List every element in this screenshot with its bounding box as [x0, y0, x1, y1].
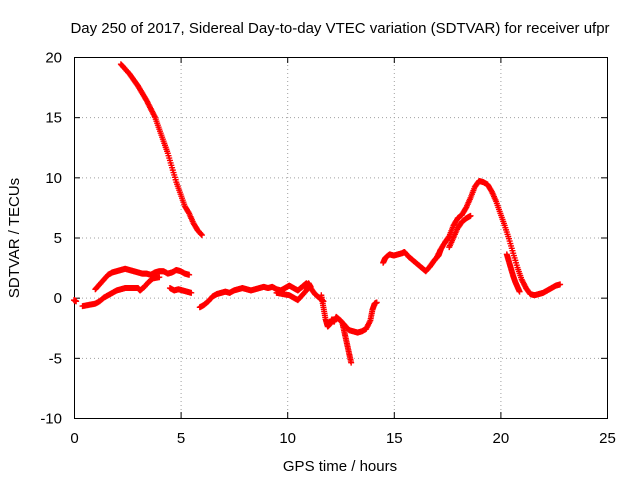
- x-tick-label: 0: [70, 430, 78, 447]
- series-arc-11: [433, 177, 564, 299]
- data-point: [198, 231, 205, 238]
- series-arc-7: [273, 280, 314, 304]
- x-tick-label: 5: [177, 430, 185, 447]
- y-tick-label: 10: [45, 170, 62, 187]
- y-axis-label: SDTVAR / TECUs: [6, 178, 23, 298]
- data-point: [373, 299, 380, 306]
- series-arc-12: [446, 212, 474, 251]
- series-arc-10: [380, 246, 444, 275]
- series-arc-3: [92, 265, 193, 293]
- data-point: [186, 271, 193, 278]
- y-tick-label: -10: [40, 411, 62, 428]
- data-point: [188, 289, 195, 296]
- x-axis-label: GPS time / hours: [283, 458, 397, 475]
- series-arc-8: [318, 292, 380, 336]
- data-point: [198, 232, 205, 239]
- y-tick-label: 5: [54, 230, 62, 247]
- x-tick-label: 15: [386, 430, 403, 447]
- series-arc-13: [503, 251, 523, 295]
- y-axis-ticks: -10 -5 0 5 10 15 20: [40, 50, 607, 428]
- y-tick-label: 15: [45, 110, 62, 127]
- data-point: [516, 288, 523, 295]
- x-tick-label: 10: [279, 430, 296, 447]
- series-arc-2: [79, 274, 163, 310]
- series-arc-5: [166, 285, 195, 296]
- data-point: [156, 274, 163, 281]
- y-tick-label: 0: [54, 290, 62, 307]
- data-point: [557, 281, 564, 288]
- x-tick-label: 20: [493, 430, 510, 447]
- series-arc-4: [117, 61, 205, 239]
- data-point: [73, 298, 80, 305]
- y-tick-label: -5: [49, 350, 62, 367]
- y-tick-label: 20: [45, 50, 62, 67]
- data-point: [467, 212, 474, 219]
- series-arc-9: [339, 321, 355, 366]
- data-point: [348, 359, 355, 366]
- data-point: [307, 283, 314, 290]
- grid: [74, 57, 607, 418]
- series-arc-1: [71, 297, 80, 305]
- data-points: [71, 61, 564, 366]
- chart-title: Day 250 of 2017, Sidereal Day-to-day VTE…: [70, 20, 609, 37]
- x-tick-label: 25: [599, 430, 616, 447]
- x-axis-ticks: 0 5 10 15 20 25: [70, 57, 616, 447]
